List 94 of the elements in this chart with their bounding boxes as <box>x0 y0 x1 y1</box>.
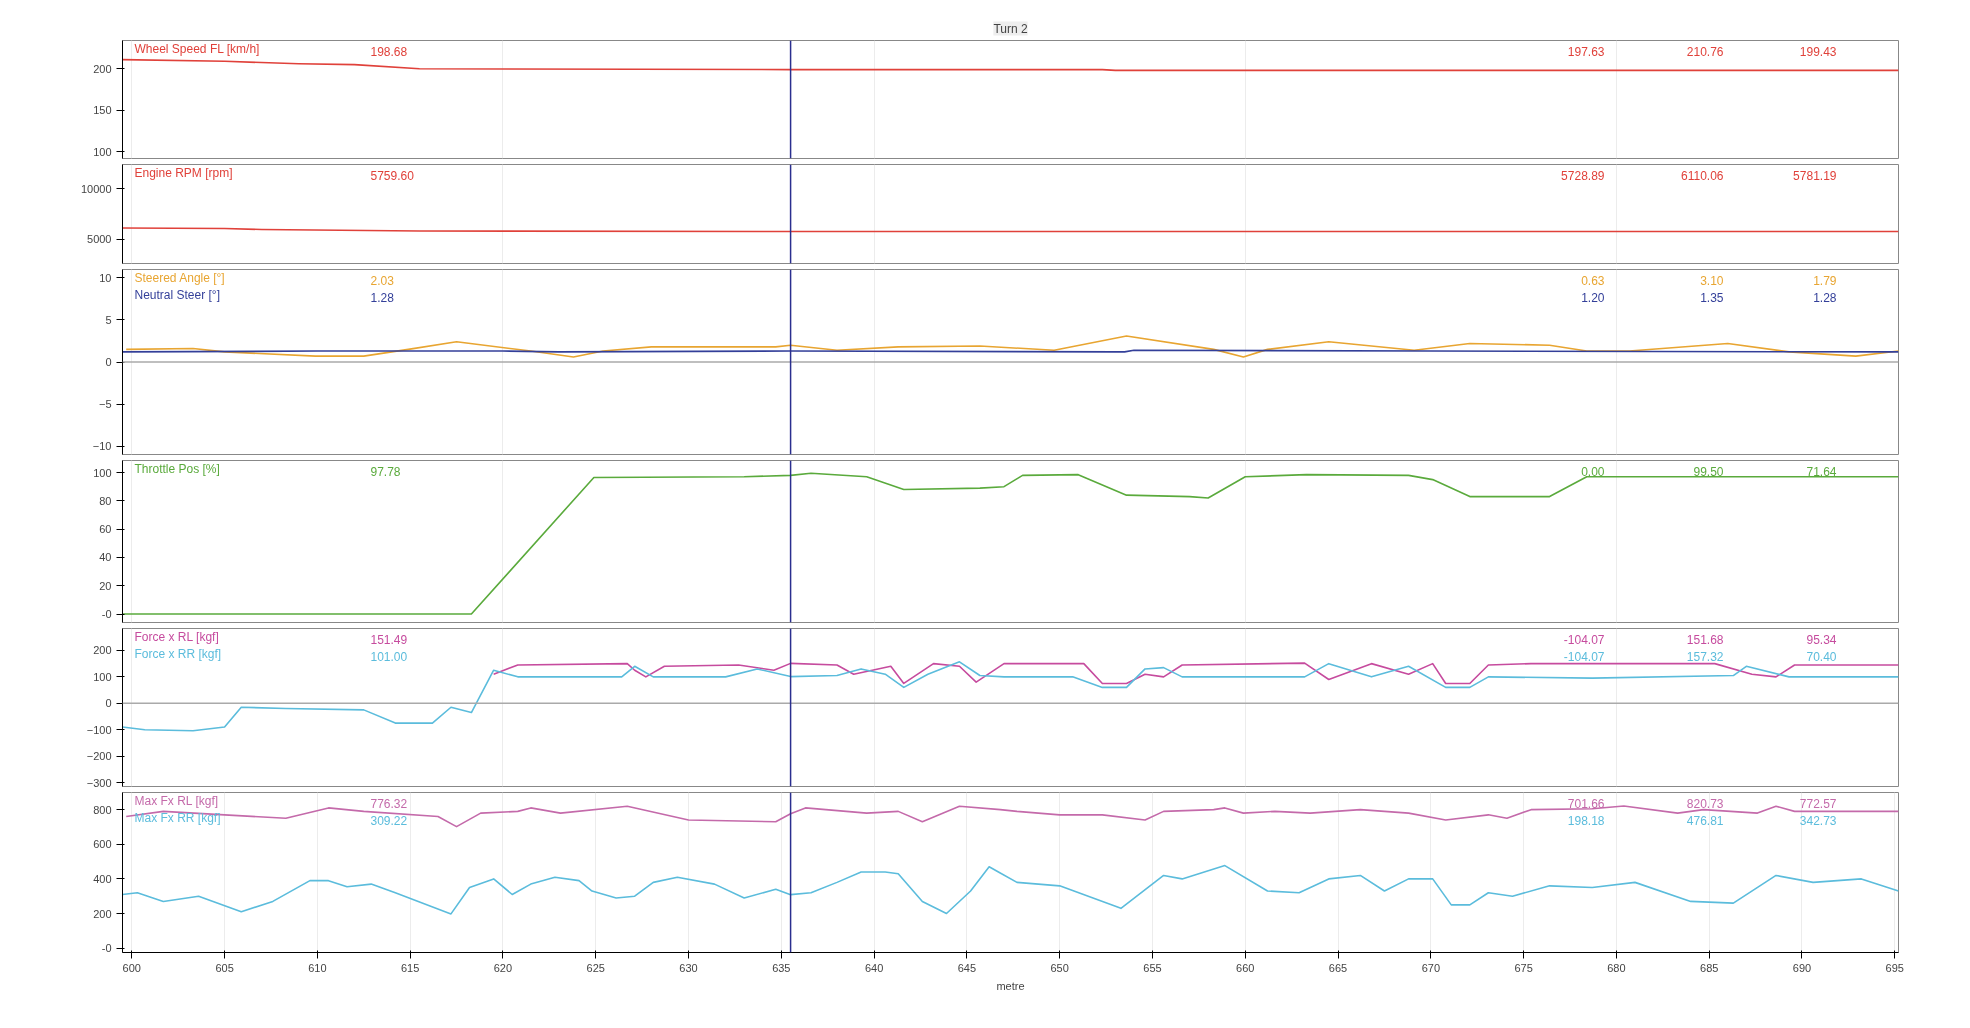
y-tick-label: 200 <box>93 644 112 657</box>
text: Force x RL [kgf] <box>134 629 219 644</box>
annotation: 1.20 <box>1581 290 1605 305</box>
y-tick-label: 100 <box>93 145 112 158</box>
y-tick-label: 100 <box>93 670 112 683</box>
annotation: 5728.89 <box>1561 168 1605 183</box>
annotation: 1.35 <box>1700 290 1724 305</box>
x-tick-label: 645 <box>957 961 977 974</box>
y-tick-label: 60 <box>99 523 112 536</box>
x-tick-label: 620 <box>493 961 513 974</box>
annotation: -104.07 <box>1563 649 1605 664</box>
y-tick-label: 600 <box>93 838 112 851</box>
series-label: Wheel Speed FL [km/h] <box>134 41 260 56</box>
annotation: -104.07 <box>1563 632 1605 647</box>
annotation: 199.43 <box>1799 44 1837 59</box>
y-tick-label: 80 <box>99 494 112 507</box>
x-tick-label: 650 <box>1050 961 1069 974</box>
annotation: 1.79 <box>1813 273 1837 288</box>
annotation: 157.32 <box>1686 649 1724 664</box>
annotation: 197.63 <box>1567 44 1605 59</box>
y-tick-label: 20 <box>99 579 112 592</box>
annotation: 151.49 <box>370 632 408 647</box>
y-tick-label: −10 <box>92 440 112 453</box>
y-tick-label: 0 <box>105 356 112 368</box>
annotation: 476.81 <box>1686 813 1724 828</box>
annotation: 701.66 <box>1567 796 1605 811</box>
annotation: 2.03 <box>370 273 395 288</box>
y-tick-label: -0 <box>101 942 112 955</box>
text: Steered Angle [°] <box>134 270 225 285</box>
annotation: 6110.06 <box>1681 168 1724 183</box>
annotation: 5759.60 <box>370 168 415 183</box>
y-tick-label: 10 <box>99 271 112 284</box>
annotation: 820.73 <box>1686 796 1724 811</box>
y-tick-label: 150 <box>93 104 112 117</box>
y-tick-label: 5 <box>105 313 112 326</box>
y-tick-label: 400 <box>93 872 112 885</box>
text: Force x RR [kgf] <box>134 646 222 661</box>
y-tick-label: 0 <box>105 697 112 710</box>
annotation: 151.68 <box>1686 632 1724 647</box>
annotation: 97.78 <box>370 464 401 479</box>
annotation: 70.40 <box>1806 649 1837 664</box>
annotation: 3.10 <box>1700 273 1724 288</box>
x-tick-label: 670 <box>1421 961 1441 974</box>
y-tick-label: 10000 <box>80 182 112 195</box>
x-tick-label: 640 <box>864 961 884 974</box>
x-tick-label: 610 <box>308 961 327 974</box>
annotation: 95.34 <box>1806 632 1837 647</box>
text: Engine RPM [rpm] <box>134 165 233 180</box>
annotation: 198.18 <box>1567 813 1605 828</box>
y-tick-label: −5 <box>98 398 112 411</box>
y-tick-label: −300 <box>86 776 112 789</box>
x-axis-title: metre <box>996 979 1025 992</box>
annotation: 1.28 <box>370 290 395 305</box>
text: Neutral Steer [°] <box>134 287 220 302</box>
annotation: 0.00 <box>1581 464 1605 479</box>
x-tick-label: 605 <box>215 961 234 974</box>
annotation: 1.28 <box>1813 290 1837 305</box>
x-tick-label: 615 <box>400 961 420 974</box>
x-tick-label: 655 <box>1143 961 1162 974</box>
x-tick-label: 685 <box>1700 961 1719 974</box>
annotation: 101.00 <box>370 649 408 664</box>
x-tick-label: 635 <box>772 961 791 974</box>
y-tick-label: 100 <box>93 466 112 479</box>
chart-title: Turn 2 <box>993 21 1028 36</box>
y-tick-label: 200 <box>93 907 112 920</box>
annotation: 198.68 <box>370 44 408 59</box>
annotation: 342.73 <box>1799 813 1837 828</box>
annotation: 71.64 <box>1806 464 1837 479</box>
annotation: 776.32 <box>370 796 408 811</box>
x-tick-label: 630 <box>679 961 698 974</box>
annotation: 0.63 <box>1581 273 1605 288</box>
text: Max Fx RR [kgf] <box>134 810 221 825</box>
text: Throttle Pos [%] <box>134 461 220 476</box>
series-label: Max Fx RL [kgf] <box>134 793 219 808</box>
y-tick-label: 800 <box>93 803 112 816</box>
y-tick-label: −100 <box>86 723 112 736</box>
annotation: 5781.19 <box>1793 168 1837 183</box>
annotation: 99.50 <box>1693 464 1724 479</box>
x-tick-label: 665 <box>1328 961 1348 974</box>
annotation: 309.22 <box>370 813 408 828</box>
x-tick-label: 625 <box>586 961 605 974</box>
annotation: 210.76 <box>1686 44 1724 59</box>
x-tick-label: 690 <box>1792 961 1812 974</box>
y-tick-label: 5000 <box>87 233 112 246</box>
x-tick-label: 695 <box>1885 961 1904 974</box>
x-tick-label: 600 <box>122 961 141 974</box>
y-tick-label: -0 <box>101 608 112 621</box>
x-tick-label: 660 <box>1236 961 1255 974</box>
x-tick-label: 680 <box>1607 961 1626 974</box>
y-tick-label: −200 <box>86 750 112 763</box>
annotation: 772.57 <box>1799 796 1837 811</box>
y-tick-label: 40 <box>99 551 112 564</box>
x-tick-label: 675 <box>1514 961 1533 974</box>
y-tick-label: 200 <box>93 62 112 75</box>
